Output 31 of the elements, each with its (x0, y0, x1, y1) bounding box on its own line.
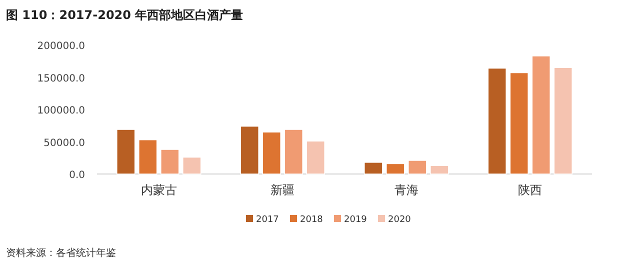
y-tick-label: 100000.0 (37, 106, 85, 116)
chart-title: 图 110：2017-2020 年西部地区白酒产量 (6, 8, 244, 22)
bar (284, 129, 304, 174)
x-tick-label: 新疆 (270, 183, 295, 197)
legend-label: 2017 (256, 215, 279, 225)
bar (510, 72, 529, 174)
bar (306, 140, 326, 174)
bar (386, 163, 405, 174)
bar (138, 139, 158, 174)
text: 资料来源：各省统计年鉴 (6, 247, 116, 259)
legend-label: 2019 (344, 215, 368, 225)
y-tick-label: 200000.0 (37, 41, 85, 52)
legend-label: 2020 (388, 215, 412, 225)
x-tick-label: 青海 (394, 183, 418, 197)
y-tick-label: 150000.0 (37, 73, 85, 84)
y-tick-label: 50000.0 (44, 138, 85, 149)
bar (240, 126, 260, 174)
bar (430, 165, 449, 174)
y-tick-label: 0.0 (69, 170, 85, 181)
bar (262, 132, 282, 174)
bar (160, 149, 180, 174)
bar (554, 67, 573, 174)
bar (364, 162, 383, 174)
bar (408, 160, 427, 174)
bar (488, 68, 507, 174)
bar (532, 56, 551, 174)
bar (116, 129, 136, 174)
bar (182, 156, 202, 174)
x-tick-label: 陕西 (518, 183, 542, 197)
legend-label: 2018 (300, 215, 324, 225)
x-tick-label: 内蒙古 (140, 183, 177, 197)
